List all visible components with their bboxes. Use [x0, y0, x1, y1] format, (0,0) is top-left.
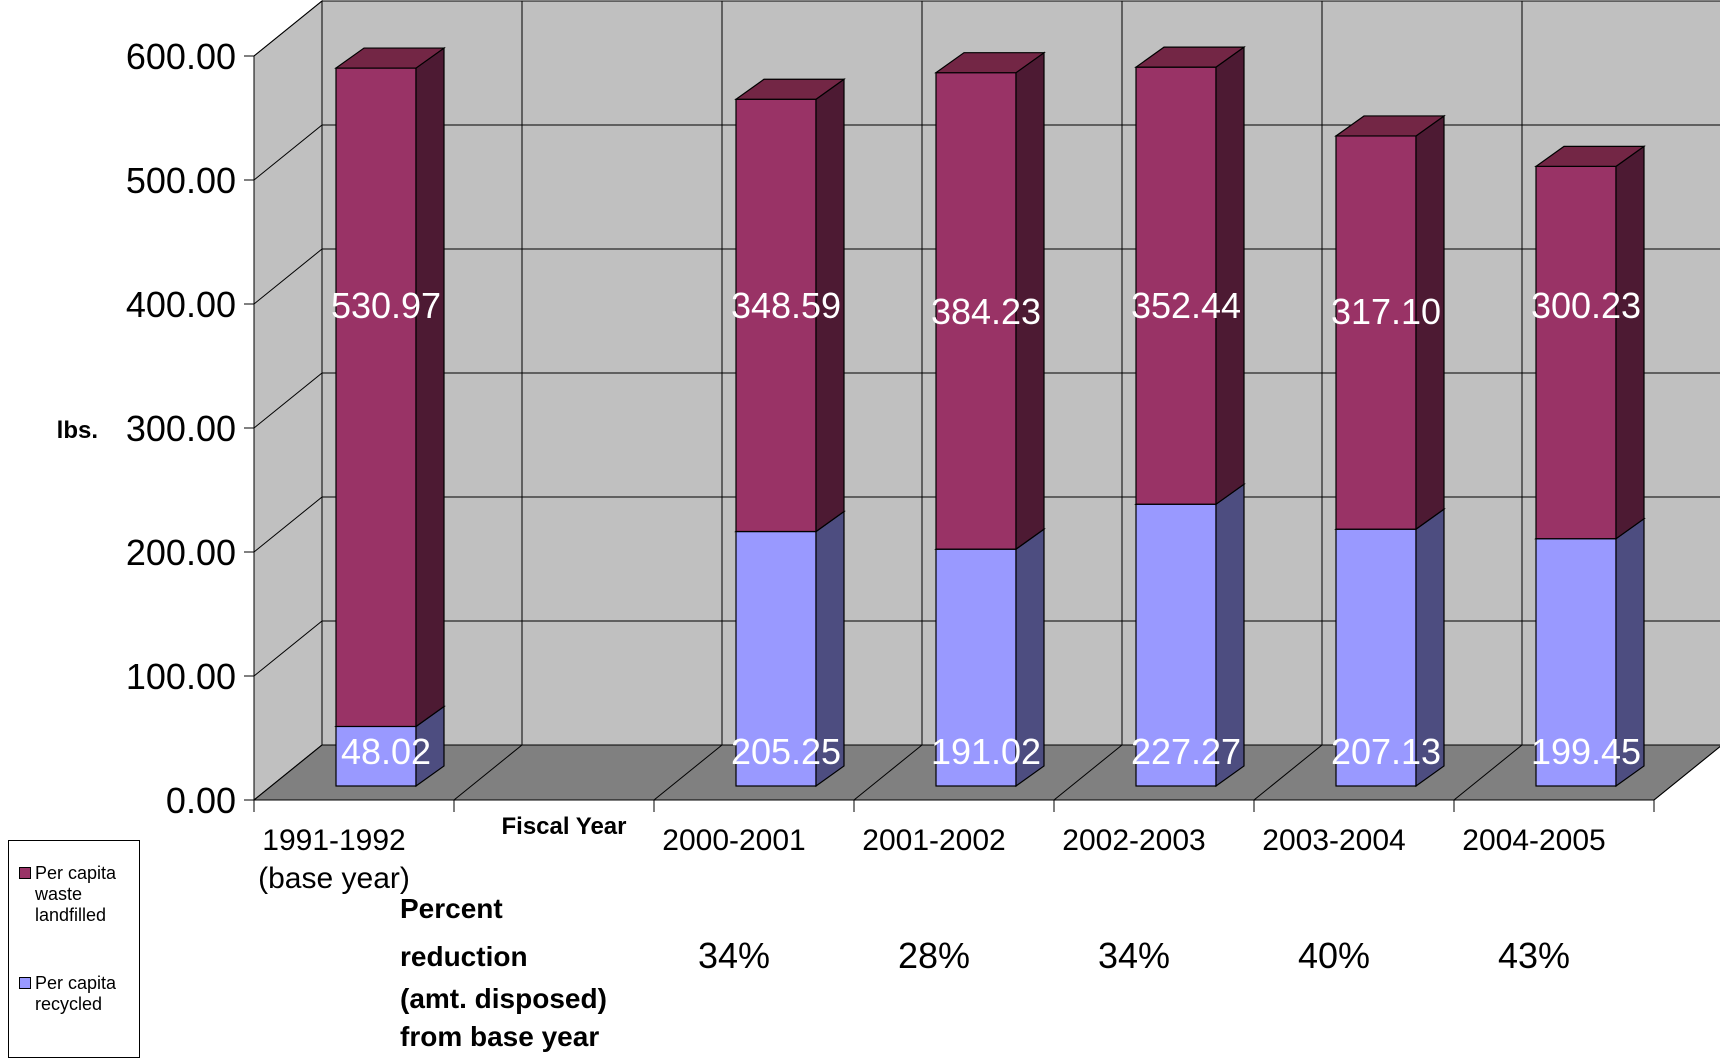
floor-divider — [853, 744, 923, 801]
bar-landfilled-front — [1535, 165, 1617, 540]
data-label-landfilled: 317.10 — [1331, 291, 1441, 332]
x-tick-label: 2001-2002 — [862, 824, 1005, 857]
bar-landfilled-front — [1135, 66, 1217, 505]
legend-item-landfilled: Per capita waste landfilled — [19, 863, 135, 926]
bar-landfilled-front — [935, 72, 1017, 550]
bar-landfilled-side — [415, 46, 445, 728]
legend-item-recycled: Per capita recycled — [19, 973, 135, 1015]
data-label-recycled: 191.02 — [931, 731, 1041, 772]
y-tick-label: 200.00 — [126, 532, 236, 573]
bar-recycled-front — [335, 725, 417, 787]
legend-label-landfilled: Per capita waste landfilled — [35, 863, 117, 925]
legend-swatch-landfilled — [19, 867, 31, 879]
gridline — [253, 620, 1720, 677]
labels: 48.02 530.97 1991-1992 (base year) 205.25 348… — [57, 285, 1641, 1052]
bar-recycled-front — [1335, 528, 1417, 787]
percent-reduction-value: 28% — [898, 935, 970, 976]
floor-divider — [1053, 744, 1123, 801]
data-label-landfilled: 352.44 — [1131, 285, 1241, 326]
data-label-recycled: 199.45 — [1531, 731, 1641, 772]
bar-landfilled-side — [1215, 45, 1245, 506]
y-tick-label: 300.00 — [126, 408, 236, 449]
data-label-recycled: 207.13 — [1331, 731, 1441, 772]
bar-landfilled-side — [1615, 145, 1645, 540]
bar-landfilled-front — [335, 67, 417, 728]
data-label-landfilled: 530.97 — [331, 285, 441, 326]
gridline — [253, 372, 1720, 429]
x-tick-label: 2004-2005 — [1462, 824, 1605, 857]
floor-divider — [253, 744, 323, 801]
percent-reduction-label: from base year — [400, 1021, 599, 1052]
percent-reduction-value: 40% — [1298, 935, 1370, 976]
data-label-landfilled: 300.23 — [1531, 285, 1641, 326]
y-tick-label: 100.00 — [126, 656, 236, 697]
bar-landfilled-top — [934, 52, 1046, 74]
bar-recycled-front — [1135, 503, 1217, 787]
bar-landfilled-top — [734, 78, 846, 100]
floor-divider — [453, 744, 523, 801]
gridline — [253, 248, 1720, 305]
x-tick-label: 2000-2001 — [662, 824, 805, 857]
percent-reduction-value: 34% — [1098, 935, 1170, 976]
gridlines — [253, 0, 1720, 801]
bar-group — [334, 45, 1646, 788]
y-tick-label: 400.00 — [126, 284, 236, 325]
bar-landfilled-top — [1534, 145, 1646, 167]
bar-recycled-front — [935, 548, 1017, 787]
floor-divider — [653, 744, 723, 801]
gridline — [253, 0, 1720, 57]
bar-landfilled-top — [334, 47, 446, 69]
bar-recycled-front — [1535, 538, 1617, 787]
percent-reduction-label: reduction — [400, 941, 528, 972]
x-tick-label: 2002-2003 — [1062, 824, 1205, 857]
floor-divider — [1453, 744, 1523, 801]
floor-divider — [1253, 744, 1323, 801]
legend-swatch-recycled — [19, 977, 31, 989]
percent-reduction-label: Percent — [400, 893, 503, 924]
gridline — [253, 124, 1720, 181]
legend-label-recycled: Per capita recycled — [35, 973, 117, 1014]
bar-landfilled-front — [1335, 135, 1417, 530]
percent-reduction-value: 34% — [698, 935, 770, 976]
y-tick-label: 600.00 — [126, 36, 236, 77]
data-label-recycled: 48.02 — [341, 731, 431, 772]
percent-reduction-value: 43% — [1498, 935, 1570, 976]
axes: 0.00 100.00 200.00 300.00 400.00 500.00 600.00 — [126, 36, 1655, 821]
bar-landfilled-top — [1334, 115, 1446, 137]
data-label-landfilled: 348.59 — [731, 285, 841, 326]
floor-divider — [1653, 745, 1720, 801]
x-tick-label: (base year) — [258, 862, 410, 895]
y-tick-label: 500.00 — [126, 160, 236, 201]
data-label-recycled: 205.25 — [731, 731, 841, 772]
y-axis-title: lbs. — [57, 417, 98, 444]
x-axis-title: Fiscal Year — [502, 813, 627, 840]
x-tick-label: 2003-2004 — [1262, 824, 1405, 857]
legend: Per capita waste landfilled Per capita r… — [8, 840, 140, 1058]
data-label-landfilled: 384.23 — [931, 291, 1041, 332]
x-tick-label: 1991-1992 — [262, 824, 405, 857]
percent-reduction-label: (amt. disposed) — [400, 983, 607, 1014]
bar-landfilled-top — [1134, 46, 1246, 68]
gridline — [253, 496, 1720, 553]
y-tick-label: 0.00 — [166, 780, 236, 821]
data-label-recycled: 227.27 — [1131, 731, 1241, 772]
